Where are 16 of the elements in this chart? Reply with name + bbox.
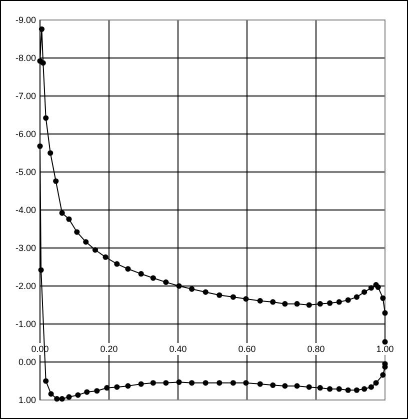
y-tick-label: -5.00 [15,167,36,178]
x-tick-label: 0.40 [169,344,187,354]
y-tick-label: -6.00 [15,129,36,140]
x-tick-label: 0.60 [238,344,256,354]
x-tick-label: 0.80 [307,344,325,354]
y-tick-label: -8.00 [15,53,36,64]
y-tick-label: 0.00 [18,357,36,368]
y-tick-label: 1.00 [18,395,36,406]
x-tick-label: 0.20 [100,344,118,354]
y-tick-label: -9.00 [15,15,36,26]
y-tick-label: -1.00 [15,319,36,330]
y-tick-label: -2.00 [15,281,36,292]
y-tick-label: -4.00 [15,205,36,216]
x-tick-label: 1.00 [376,344,394,354]
y-tick-label: -3.00 [15,243,36,254]
y-tick-label: -7.00 [15,91,36,102]
